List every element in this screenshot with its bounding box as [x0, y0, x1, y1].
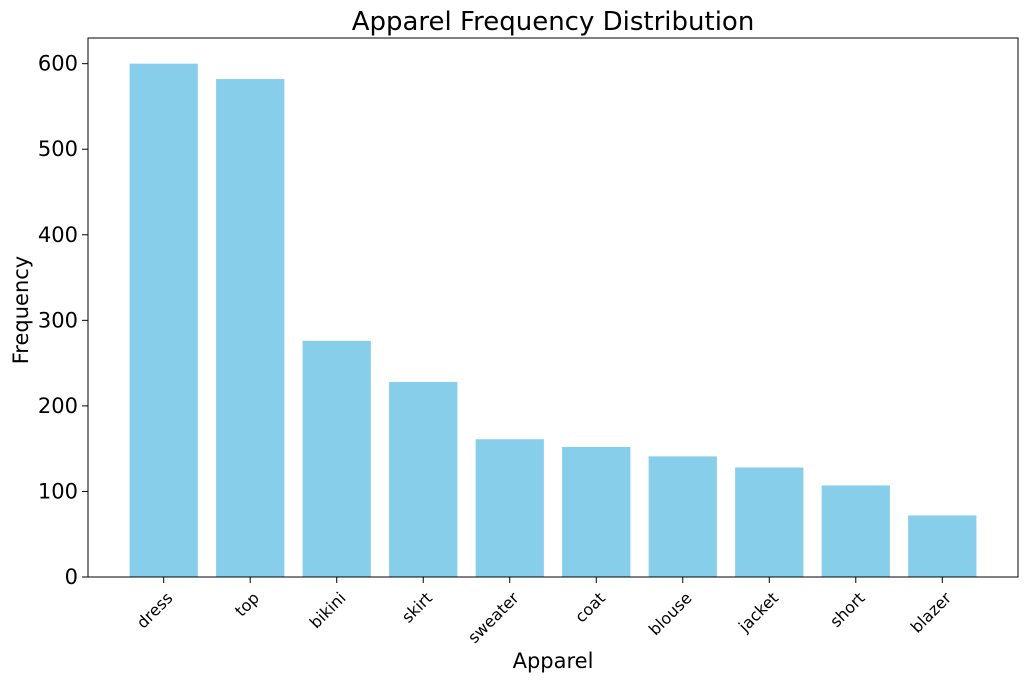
bar-short — [821, 485, 890, 577]
y-axis-label: Frequency — [9, 256, 33, 365]
x-tick-label: dress — [133, 588, 177, 632]
bar-top — [216, 79, 285, 578]
x-tick-label: coat — [571, 588, 609, 626]
x-tick-label: sweater — [464, 588, 523, 647]
bars-group — [129, 63, 977, 578]
bar-coat — [562, 446, 631, 577]
x-tick-label: jacket — [734, 588, 782, 636]
x-tick-label: top — [231, 588, 263, 620]
bar-sweater — [475, 439, 544, 577]
plot-frame — [87, 37, 1019, 578]
y-axis-ticks: 0 100 200 300 400 500 600 — [38, 52, 88, 589]
x-axis-ticks: dress top bikini skirt sweater coat blouse jack… — [133, 577, 956, 647]
x-tick-label: bikini — [306, 588, 350, 632]
x-tick-label: blouse — [645, 588, 696, 639]
x-tick-label: short — [826, 588, 869, 631]
y-tick-label: 600 — [38, 52, 78, 76]
x-axis-label: Apparel — [513, 649, 594, 673]
x-tick-label: skirt — [398, 588, 436, 626]
bar-bikini — [302, 340, 371, 577]
y-tick-label: 100 — [38, 479, 78, 503]
y-tick-label: 300 — [38, 308, 78, 332]
bar-dress — [129, 63, 198, 577]
y-tick-label: 500 — [38, 137, 78, 161]
y-tick-label: 0 — [65, 565, 78, 589]
bar-skirt — [389, 381, 458, 577]
chart-title: Apparel Frequency Distribution — [352, 7, 755, 37]
bar-blouse — [648, 456, 717, 577]
x-tick-label: blazer — [907, 588, 956, 637]
y-tick-label: 200 — [38, 394, 78, 418]
bar-jacket — [735, 467, 804, 577]
bar-blazer — [908, 515, 977, 577]
y-tick-label: 400 — [38, 223, 78, 247]
